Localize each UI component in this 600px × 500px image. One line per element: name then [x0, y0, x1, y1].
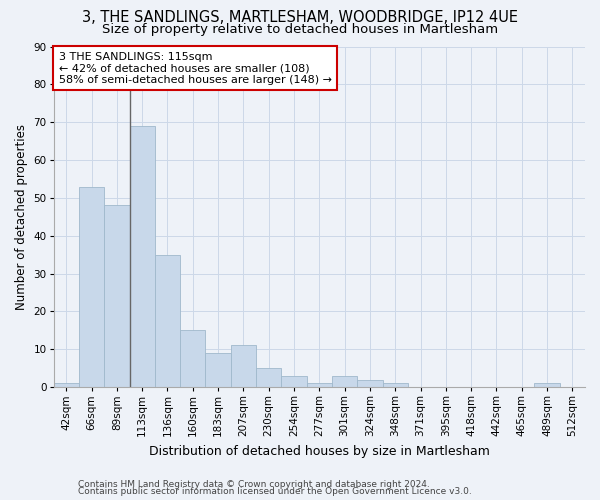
Bar	[130, 126, 155, 387]
Bar	[307, 384, 332, 387]
Text: 3 THE SANDLINGS: 115sqm
← 42% of detached houses are smaller (108)
58% of semi-d: 3 THE SANDLINGS: 115sqm ← 42% of detache…	[59, 52, 332, 85]
Bar	[535, 384, 560, 387]
Bar	[79, 186, 104, 387]
Y-axis label: Number of detached properties: Number of detached properties	[15, 124, 28, 310]
Bar	[104, 206, 130, 387]
X-axis label: Distribution of detached houses by size in Martlesham: Distribution of detached houses by size …	[149, 444, 490, 458]
Bar	[332, 376, 357, 387]
Bar	[357, 380, 383, 387]
Bar	[180, 330, 205, 387]
Bar	[231, 346, 256, 387]
Text: Size of property relative to detached houses in Martlesham: Size of property relative to detached ho…	[102, 22, 498, 36]
Bar	[281, 376, 307, 387]
Bar	[205, 353, 231, 387]
Text: 3, THE SANDLINGS, MARTLESHAM, WOODBRIDGE, IP12 4UE: 3, THE SANDLINGS, MARTLESHAM, WOODBRIDGE…	[82, 10, 518, 25]
Bar	[383, 384, 408, 387]
Bar	[155, 254, 180, 387]
Bar	[53, 384, 79, 387]
Text: Contains public sector information licensed under the Open Government Licence v3: Contains public sector information licen…	[78, 487, 472, 496]
Text: Contains HM Land Registry data © Crown copyright and database right 2024.: Contains HM Land Registry data © Crown c…	[78, 480, 430, 489]
Bar	[256, 368, 281, 387]
